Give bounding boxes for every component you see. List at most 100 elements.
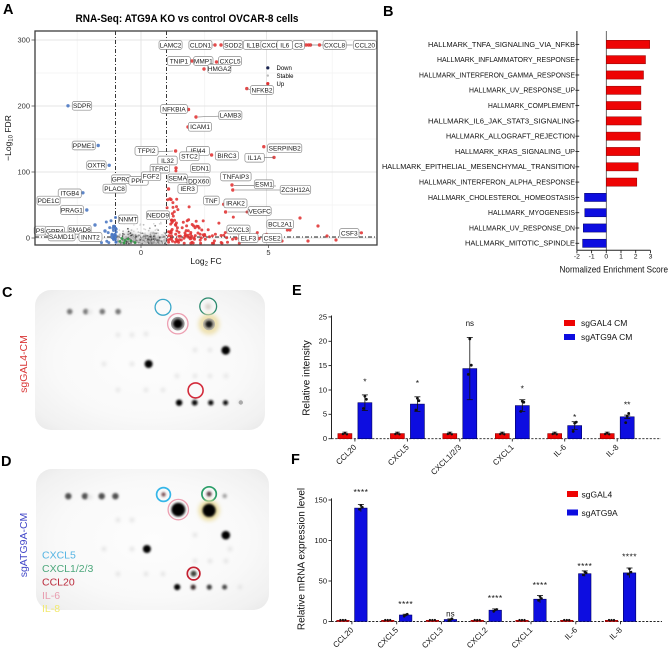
svg-text:****: **** xyxy=(577,561,592,571)
svg-text:Relative intensity: Relative intensity xyxy=(302,340,313,416)
svg-text:IL-8: IL-8 xyxy=(42,603,60,615)
svg-text:ns: ns xyxy=(446,610,454,619)
svg-text:CXCL1/2/3: CXCL1/2/3 xyxy=(429,442,463,476)
svg-text:PLAC8: PLAC8 xyxy=(104,186,125,193)
svg-text:ELF3: ELF3 xyxy=(241,235,257,242)
svg-text:E: E xyxy=(292,283,302,299)
svg-text:PPIF: PPIF xyxy=(131,178,145,185)
svg-text:TFPI2: TFPI2 xyxy=(138,148,156,155)
svg-text:INNT2: INNT2 xyxy=(81,234,100,241)
svg-text:**: ** xyxy=(624,400,631,410)
svg-text:TFRC: TFRC xyxy=(151,166,169,173)
svg-text:NNMT: NNMT xyxy=(119,217,138,224)
svg-text:*: * xyxy=(573,412,577,422)
svg-text:HALLMARK_KRAS_SIGNALING_UP: HALLMARK_KRAS_SIGNALING_UP xyxy=(455,148,575,156)
svg-text:LAMC2: LAMC2 xyxy=(160,42,182,49)
svg-text:STC2: STC2 xyxy=(181,154,198,161)
svg-text:CXCL: CXCL xyxy=(262,42,280,49)
svg-text:CXCL3: CXCL3 xyxy=(420,625,445,650)
svg-text:MMP1: MMP1 xyxy=(194,58,213,65)
svg-text:Down: Down xyxy=(277,66,292,72)
svg-text:-2: -2 xyxy=(574,254,580,261)
svg-text:RNA-Seq: ATG9A KO vs control O: RNA-Seq: ATG9A KO vs control OVCAR-8 cel… xyxy=(76,13,299,25)
svg-text:HALLMARK_IL6_JAK_STAT3_SIGNALI: HALLMARK_IL6_JAK_STAT3_SIGNALING xyxy=(428,117,575,125)
svg-text:Log2 FC: Log2 FC xyxy=(190,256,221,268)
svg-text:SDPR: SDPR xyxy=(73,103,91,110)
svg-text:NFKB2: NFKB2 xyxy=(252,87,273,94)
svg-text:*: * xyxy=(363,377,367,387)
svg-text:CCL20: CCL20 xyxy=(42,576,75,588)
svg-text:FGF2: FGF2 xyxy=(143,174,160,181)
svg-text:ESM1: ESM1 xyxy=(255,182,273,189)
svg-text:0: 0 xyxy=(323,434,327,443)
svg-text:IL-8: IL-8 xyxy=(608,625,625,642)
svg-text:SOD2: SOD2 xyxy=(224,42,242,49)
svg-text:HALLMARK_INTERFERON_GAMMA_RESP: HALLMARK_INTERFERON_GAMMA_RESPONSE xyxy=(419,71,575,79)
svg-text:CXCL8: CXCL8 xyxy=(324,42,345,49)
svg-text:****: **** xyxy=(398,599,413,609)
svg-text:CSF3: CSF3 xyxy=(341,230,358,237)
svg-text:HALLMARK_INFLAMMATORY_RESPONSE: HALLMARK_INFLAMMATORY_RESPONSE xyxy=(437,56,575,64)
svg-text:PS: PS xyxy=(36,228,45,235)
svg-text:Stable: Stable xyxy=(277,74,295,80)
svg-text:*: * xyxy=(521,384,525,394)
svg-text:HALLMARK_MYOGENESIS: HALLMARK_MYOGENESIS xyxy=(488,209,575,217)
svg-text:CXCL1/2/3: CXCL1/2/3 xyxy=(42,563,94,575)
svg-text:HALLMARK_EPITHELIAL_MESENCHYMA: HALLMARK_EPITHELIAL_MESENCHYMAL_TRANSITI… xyxy=(382,163,575,171)
svg-text:DDX60: DDX60 xyxy=(188,179,209,186)
svg-text:sgGAL4: sgGAL4 xyxy=(582,490,613,500)
svg-text:F: F xyxy=(291,452,300,468)
svg-text:EDN1: EDN1 xyxy=(192,166,210,173)
svg-text:SAMD11: SAMD11 xyxy=(49,234,75,241)
svg-text:CLDN1: CLDN1 xyxy=(190,42,212,49)
svg-text:CCL20: CCL20 xyxy=(331,625,355,649)
svg-text:100: 100 xyxy=(17,168,30,177)
svg-text:LAMB3: LAMB3 xyxy=(220,113,242,120)
svg-text:IL-6: IL-6 xyxy=(552,442,569,459)
svg-text:SMAD6: SMAD6 xyxy=(68,227,91,234)
svg-text:HALLMARK_INTERFERON_ALPHA_RESP: HALLMARK_INTERFERON_ALPHA_RESPONSE xyxy=(419,179,575,187)
svg-text:IL-6: IL-6 xyxy=(42,590,60,602)
svg-text:0: 0 xyxy=(139,248,143,257)
svg-text:IL-6: IL-6 xyxy=(563,625,580,642)
svg-text:****: **** xyxy=(533,580,548,590)
svg-text:15: 15 xyxy=(319,361,327,370)
svg-text:5: 5 xyxy=(266,248,270,257)
svg-text:CXCL2: CXCL2 xyxy=(465,625,490,650)
svg-text:50: 50 xyxy=(319,576,327,585)
svg-text:0: 0 xyxy=(604,254,608,261)
svg-text:IFI44: IFI44 xyxy=(191,148,206,155)
svg-text:TNFAIP3: TNFAIP3 xyxy=(223,174,250,181)
svg-text:SEMA: SEMA xyxy=(168,176,187,183)
svg-text:100: 100 xyxy=(314,536,327,545)
svg-text:Normalized Enrichment Score: Normalized Enrichment Score xyxy=(560,265,669,275)
svg-text:sgGAL4-CM: sgGAL4-CM xyxy=(18,335,30,393)
svg-text:CXCL5: CXCL5 xyxy=(386,442,411,467)
svg-text:IL1B: IL1B xyxy=(246,42,259,49)
svg-text:300: 300 xyxy=(17,36,30,45)
svg-text:ITGB4: ITGB4 xyxy=(60,191,79,198)
svg-text:*: * xyxy=(416,378,420,388)
svg-text:IL6: IL6 xyxy=(280,42,289,49)
svg-text:IER3: IER3 xyxy=(180,186,195,193)
svg-text:CXCL5: CXCL5 xyxy=(42,550,76,562)
svg-text:NEDD9: NEDD9 xyxy=(147,213,169,220)
svg-text:0: 0 xyxy=(323,617,327,626)
svg-text:CSE2: CSE2 xyxy=(264,235,281,242)
svg-text:5: 5 xyxy=(323,410,327,419)
svg-text:CXCL3: CXCL3 xyxy=(228,227,249,234)
svg-text:sgATG9A CM: sgATG9A CM xyxy=(581,332,632,342)
svg-text:NFKBIA: NFKBIA xyxy=(162,106,186,113)
svg-text:****: **** xyxy=(622,552,637,562)
svg-text:sgATG9A: sgATG9A xyxy=(582,508,619,518)
svg-text:Relative mRNA expression level: Relative mRNA expression level xyxy=(297,488,308,630)
svg-text:GPRC: GPRC xyxy=(112,177,131,184)
svg-text:20: 20 xyxy=(319,337,327,346)
svg-text:D: D xyxy=(1,454,11,470)
svg-text:HALLMARK_UV_RESPONSE_UP: HALLMARK_UV_RESPONSE_UP xyxy=(469,87,575,95)
svg-text:OXTR: OXTR xyxy=(87,163,105,170)
svg-text:HALLMARK_ALLOGRAFT_REJECTION: HALLMARK_ALLOGRAFT_REJECTION xyxy=(446,133,575,141)
svg-text:HALLMARK_UV_RESPONSE_DN: HALLMARK_UV_RESPONSE_DN xyxy=(469,224,575,232)
svg-text:3: 3 xyxy=(649,254,653,261)
svg-text:IL-8: IL-8 xyxy=(604,442,621,459)
